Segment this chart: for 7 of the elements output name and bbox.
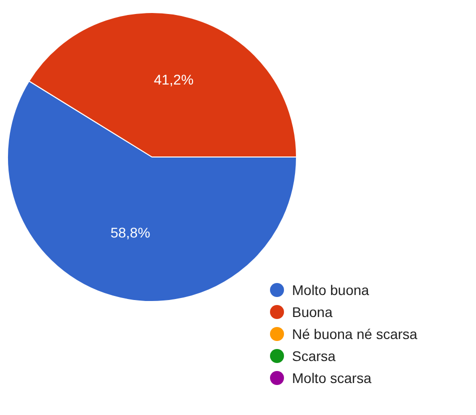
legend-label: Buona [292,304,332,320]
data-label: 41,2% [154,71,194,88]
legend-label: Molto buona [292,282,370,298]
legend-label: Né buona né scarsa [292,326,418,342]
legend-label: Molto scarsa [292,370,372,386]
data-label: 58,8% [110,224,150,240]
legend-label: Scarsa [292,348,336,364]
